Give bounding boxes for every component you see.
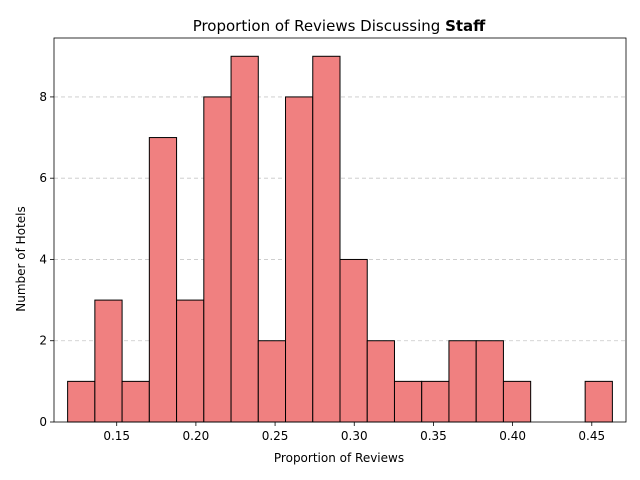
y-tick-label: 4 <box>39 252 47 266</box>
x-tick-label: 0.25 <box>262 429 289 443</box>
y-gridlines <box>54 96 626 342</box>
histogram-bar <box>203 96 232 423</box>
y-axis-label: Number of Hotels <box>14 206 28 311</box>
histogram-bar <box>393 380 423 423</box>
chart-title: Proportion of Reviews Discussing Staff <box>193 17 486 35</box>
histogram-bar <box>121 380 150 423</box>
y-tick-label: 6 <box>39 171 47 185</box>
histogram-bars <box>67 55 613 423</box>
histogram-bar <box>312 55 341 423</box>
chart-title-prefix: Proportion of Reviews Discussing <box>193 17 445 35</box>
x-tick-label: 0.15 <box>103 429 130 443</box>
histogram-bar <box>285 96 314 423</box>
histogram-bar <box>448 340 477 423</box>
x-tick-label: 0.20 <box>183 429 210 443</box>
histogram-bar <box>94 299 123 423</box>
histogram-bar <box>257 340 287 423</box>
histogram-bar <box>67 380 96 423</box>
plot-frame <box>53 37 627 423</box>
histogram-bar <box>339 258 368 423</box>
histogram-bar <box>475 340 504 423</box>
histogram-bar <box>421 380 450 423</box>
x-axis-ticks: 0.15 0.20 0.25 0.30 0.35 0.40 0.45 <box>103 422 605 443</box>
y-tick-label: 8 <box>39 90 47 104</box>
x-tick-label: 0.40 <box>499 429 526 443</box>
x-tick-label: 0.30 <box>341 429 368 443</box>
y-axis-ticks: 0 2 4 6 8 <box>39 90 54 429</box>
histogram-bar <box>584 380 613 423</box>
plot-border <box>53 37 627 423</box>
x-tick-label: 0.45 <box>578 429 605 443</box>
histogram-bar <box>230 55 259 423</box>
x-axis-label: Proportion of Reviews <box>274 451 404 465</box>
chart-title-emphasis: Staff <box>445 17 486 35</box>
x-tick-label: 0.35 <box>420 429 447 443</box>
histogram-bar <box>502 380 532 423</box>
y-tick-label: 0 <box>39 415 47 429</box>
histogram-bar <box>148 137 178 423</box>
y-tick-label: 2 <box>39 334 47 348</box>
histogram-bar <box>176 299 205 423</box>
histogram-bar <box>366 340 395 423</box>
